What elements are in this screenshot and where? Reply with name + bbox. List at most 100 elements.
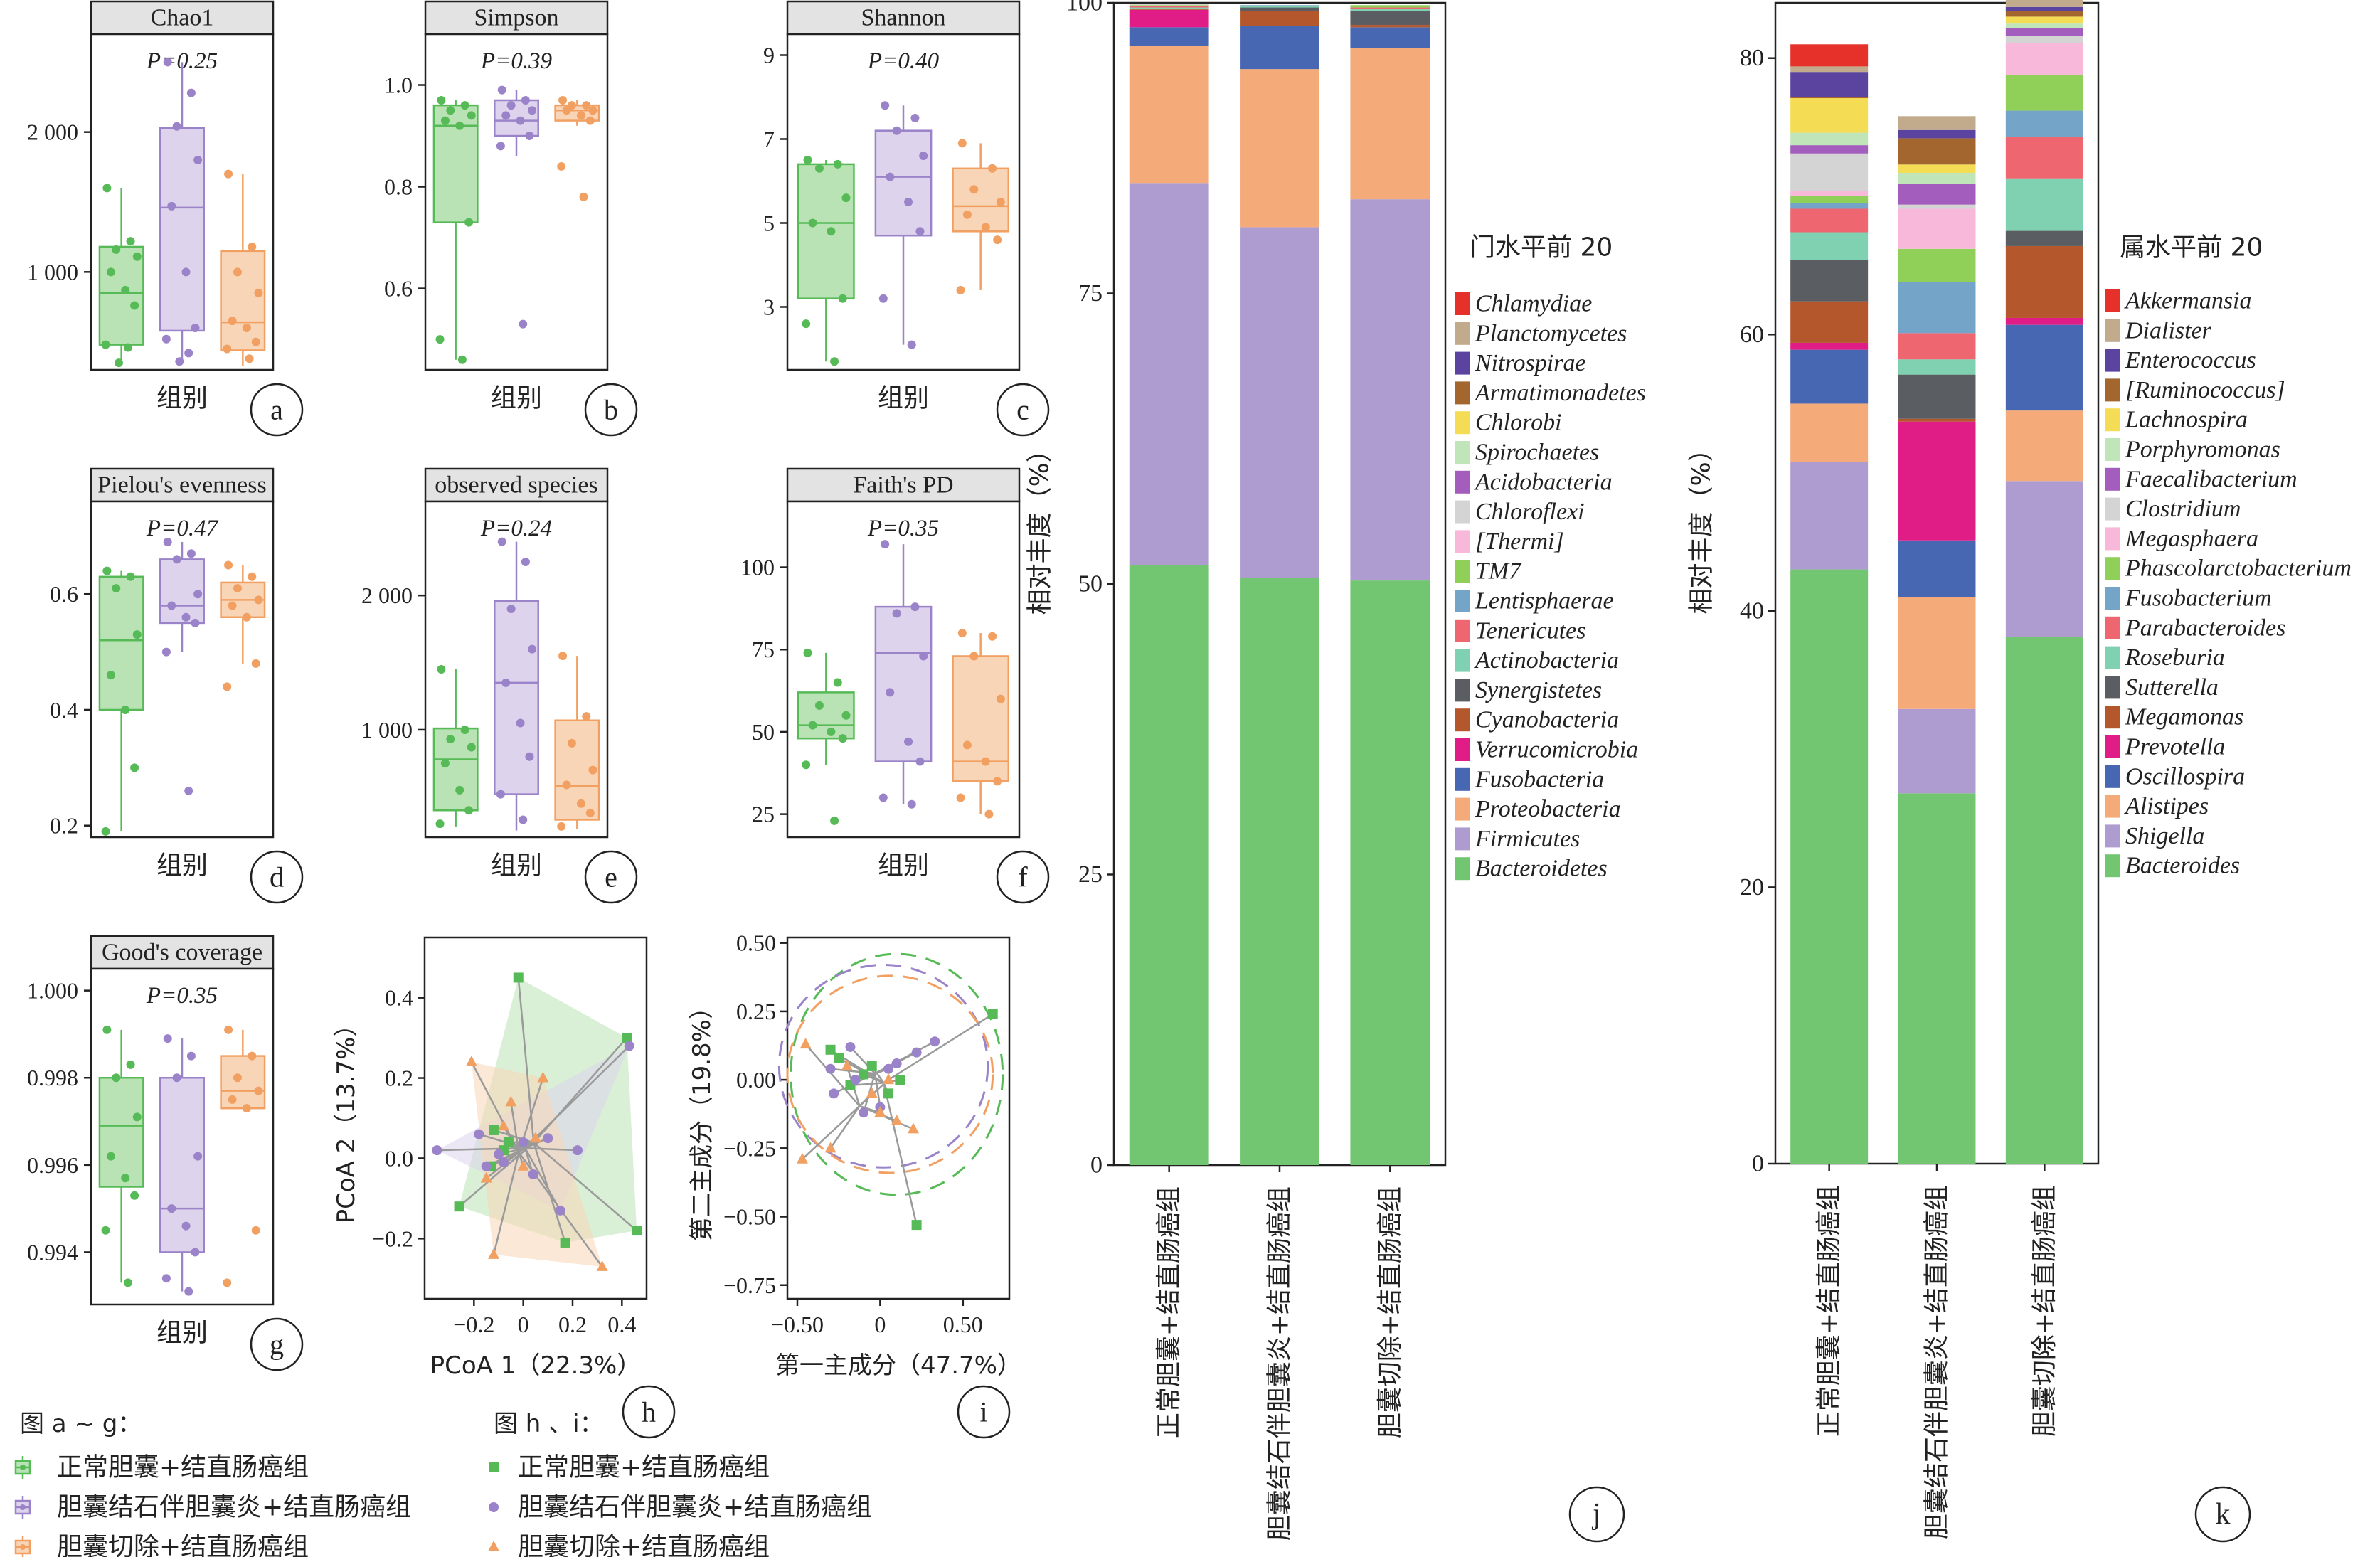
y-tick-label: 0.6 bbox=[384, 276, 413, 302]
data-point bbox=[838, 734, 847, 743]
data-point bbox=[112, 1073, 121, 1083]
x-tick-label: 0.2 bbox=[558, 1312, 587, 1337]
y-tick-label: 0.8 bbox=[384, 174, 413, 200]
box-iqr bbox=[98, 245, 144, 346]
point-triangle bbox=[907, 1122, 919, 1134]
bar-segment bbox=[2005, 27, 2083, 36]
bar-segment bbox=[1240, 7, 1319, 11]
bar-segment bbox=[1129, 9, 1209, 10]
legend-label: Lentisphaerae bbox=[1475, 588, 1614, 615]
legend-title: 图 h 、i： bbox=[494, 1410, 604, 1438]
point-circle bbox=[543, 1133, 553, 1144]
data-point bbox=[101, 1226, 110, 1235]
data-point bbox=[576, 111, 585, 120]
x-axis-label: 组别 bbox=[878, 384, 929, 413]
data-point bbox=[181, 612, 191, 622]
data-point bbox=[981, 757, 990, 766]
data-point bbox=[228, 317, 237, 326]
panel-letter: c bbox=[1016, 394, 1029, 426]
legend-label: Lachnospira bbox=[2125, 407, 2248, 433]
bar-segment bbox=[1129, 565, 1209, 1165]
legend-label: Sutterella bbox=[2125, 674, 2219, 701]
data-point bbox=[440, 116, 450, 125]
data-point bbox=[988, 632, 997, 641]
bar-segment bbox=[2005, 6, 2083, 11]
data-point bbox=[440, 759, 450, 768]
x-tick-label: −0.50 bbox=[771, 1312, 824, 1337]
panel-title-strip bbox=[90, 467, 275, 503]
panel-letter: k bbox=[2216, 1498, 2231, 1531]
y-tick-label: −0.25 bbox=[723, 1135, 776, 1161]
bar-segment bbox=[2005, 110, 2083, 137]
box-iqr bbox=[874, 129, 933, 237]
panel-letter: i bbox=[979, 1396, 987, 1428]
point-circle bbox=[850, 1075, 861, 1085]
bar-segment bbox=[1350, 580, 1430, 1165]
p-value-label: P=0.35 bbox=[146, 983, 218, 1009]
legend-label: 胆囊结石伴胆囊炎+结直肠癌组 bbox=[518, 1493, 872, 1522]
bar-segment bbox=[1898, 204, 1976, 209]
legend-swatch bbox=[2105, 557, 2120, 580]
y-tick-label: 0.6 bbox=[50, 581, 78, 607]
data-point bbox=[193, 1152, 203, 1161]
bar-segment bbox=[1898, 282, 1976, 334]
bar-segment bbox=[1129, 5, 1209, 6]
legend-label: Faecalibacterium bbox=[2125, 466, 2297, 492]
point-square bbox=[513, 972, 524, 983]
data-point bbox=[181, 1221, 191, 1231]
data-point bbox=[521, 557, 530, 566]
y-tick-label: 0.00 bbox=[736, 1067, 776, 1093]
x-tick-label: 0 bbox=[874, 1312, 886, 1337]
data-point bbox=[126, 237, 135, 246]
panel-letter: h bbox=[642, 1396, 656, 1428]
point-circle bbox=[528, 1169, 538, 1180]
data-point bbox=[904, 198, 913, 206]
legend-swatch bbox=[1455, 322, 1470, 345]
point-square bbox=[883, 1088, 894, 1099]
panel-title-strip bbox=[90, 0, 275, 36]
data-point bbox=[558, 95, 568, 105]
bar-segment bbox=[1790, 97, 1869, 99]
panel-letter-circle bbox=[2194, 1486, 2251, 1543]
legend-label: Dialister bbox=[2125, 317, 2212, 344]
legend-dot bbox=[20, 1465, 26, 1470]
data-point bbox=[242, 324, 251, 332]
panel-letter: g bbox=[270, 1329, 284, 1361]
boxplot-panel-observed: observed species P=0.24 1 000 2 000 组别 e bbox=[361, 467, 638, 904]
legend-label: Proteobacteria bbox=[1475, 796, 1621, 822]
data-point bbox=[501, 678, 511, 687]
data-point bbox=[878, 294, 888, 303]
data-point bbox=[163, 58, 172, 67]
panel-letter: e bbox=[605, 861, 617, 893]
legend-swatch bbox=[1455, 351, 1470, 375]
data-point bbox=[562, 106, 571, 115]
bar-segment bbox=[1350, 9, 1430, 11]
bar-segment bbox=[1240, 69, 1319, 228]
data-point bbox=[242, 612, 251, 622]
box-iqr bbox=[98, 1076, 144, 1188]
y-tick-label: 0.2 bbox=[385, 1066, 413, 1091]
bar-segment bbox=[1790, 196, 1869, 203]
panel-title: Shannon bbox=[861, 5, 946, 31]
y-tick-label: 1.000 bbox=[27, 978, 78, 1004]
legend-label: Armatimonadetes bbox=[1474, 380, 1646, 406]
legend-swatch bbox=[2105, 824, 2120, 848]
data-point bbox=[558, 652, 568, 661]
data-point bbox=[506, 605, 516, 614]
y-tick-label: 50 bbox=[1078, 571, 1103, 597]
x-tick-label: −0.2 bbox=[453, 1312, 494, 1337]
legend-label: Synergistetes bbox=[1475, 677, 1602, 703]
point-square bbox=[859, 1069, 869, 1080]
data-point bbox=[102, 184, 112, 193]
bar-segment bbox=[1898, 164, 1976, 173]
data-point bbox=[981, 223, 990, 232]
bar-segment bbox=[1898, 248, 1976, 282]
data-point bbox=[114, 358, 123, 368]
legend-swatch bbox=[2105, 408, 2120, 432]
bar-segment bbox=[2005, 137, 2083, 179]
data-point bbox=[993, 777, 1002, 786]
legend-label: Spirochaetes bbox=[1475, 440, 1599, 466]
box-iqr bbox=[432, 104, 479, 223]
data-point bbox=[881, 101, 890, 110]
